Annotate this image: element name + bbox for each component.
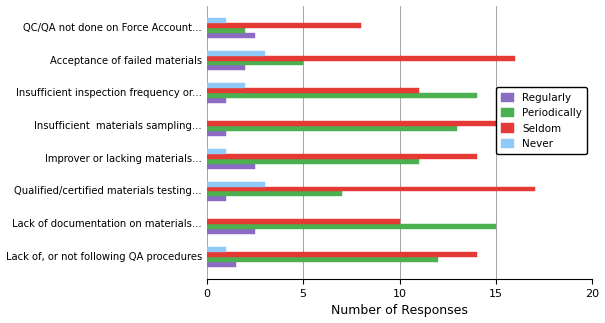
Bar (207, 187, 535, 192)
Bar (207, 51, 264, 56)
Bar (207, 252, 477, 257)
Bar (207, 154, 477, 159)
Bar (207, 23, 361, 28)
Bar (207, 149, 226, 154)
Bar (207, 33, 255, 38)
X-axis label: Number of Responses: Number of Responses (331, 305, 468, 318)
Bar (207, 28, 245, 33)
Bar (207, 60, 303, 66)
Bar (207, 93, 477, 98)
Bar (207, 126, 457, 131)
Bar (207, 224, 496, 229)
Bar (207, 229, 255, 234)
Bar (207, 257, 438, 262)
Bar (207, 182, 264, 187)
Bar (207, 247, 226, 252)
Bar (207, 18, 226, 23)
Bar (207, 262, 235, 267)
Bar (207, 196, 226, 201)
Bar (207, 56, 515, 60)
Bar (207, 164, 255, 169)
Bar (207, 83, 245, 89)
Bar (207, 98, 226, 103)
Bar (207, 131, 226, 136)
Bar (207, 219, 399, 224)
Bar (207, 192, 342, 196)
Bar (207, 89, 419, 93)
Legend: Regularly, Periodically, Seldom, Never: Regularly, Periodically, Seldom, Never (496, 88, 587, 154)
Bar (207, 159, 419, 164)
Bar (207, 121, 496, 126)
Bar (207, 66, 245, 70)
